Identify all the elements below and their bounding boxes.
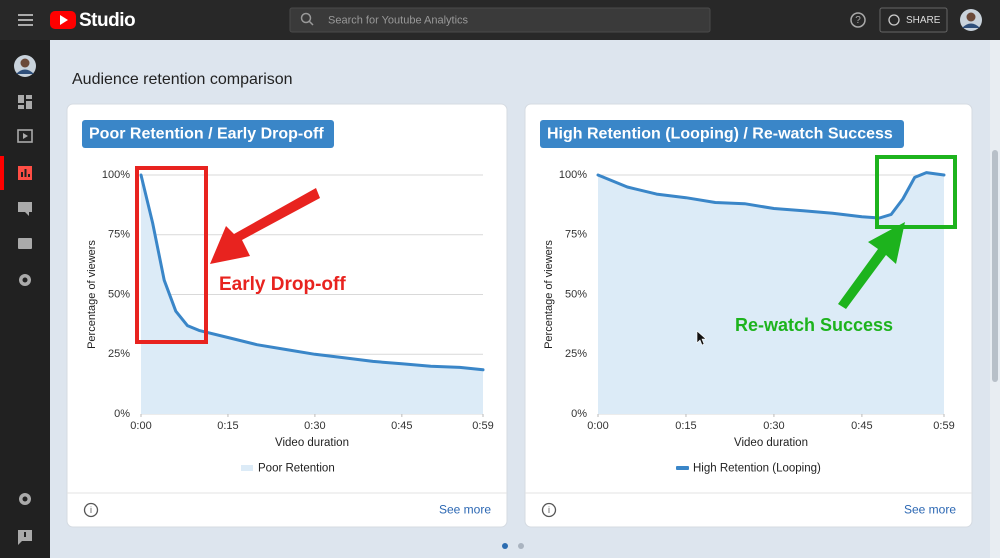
pagination-dot[interactable] — [518, 543, 524, 549]
settings-icon[interactable] — [19, 274, 31, 286]
x-tick-label: 0:00 — [130, 420, 151, 432]
content-icon[interactable] — [17, 129, 33, 143]
annotation-arrow — [838, 222, 905, 309]
area — [141, 175, 483, 414]
scrollbar-thumb[interactable] — [992, 150, 998, 382]
info-icon[interactable]: i — [83, 502, 99, 518]
analytics-icon[interactable] — [18, 166, 32, 180]
info-circle — [83, 502, 99, 518]
y-tick-label: 25% — [108, 348, 130, 360]
x-tick-label: 0:15 — [675, 420, 696, 432]
settings-bottom-icon[interactable] — [19, 493, 31, 505]
chart-title: High Retention (Looping) / Re-watch Succ… — [547, 126, 893, 143]
dashboard-icon[interactable] — [18, 95, 32, 109]
share-label: SHARE — [906, 15, 941, 26]
area — [598, 172, 944, 414]
y-tick-label: 0% — [114, 408, 130, 420]
see-more-link[interactable]: See more — [904, 503, 956, 517]
x-axis-label: Video duration — [275, 437, 349, 449]
y-tick-label: 50% — [565, 288, 587, 300]
annotation-text: Early Drop-off — [219, 274, 346, 295]
annotation-arrow — [210, 188, 320, 264]
x-tick-label: 0:15 — [217, 420, 238, 432]
legend-swatch — [676, 466, 689, 470]
see-more-link[interactable]: See more — [439, 503, 491, 517]
chart-card — [66, 103, 508, 528]
search-box[interactable]: Search for Youtube Analytics — [289, 7, 711, 33]
legend-swatch — [241, 465, 253, 471]
page-title: Audience retention comparison — [72, 71, 293, 88]
y-axis-label: Percentage of viewers — [86, 240, 98, 349]
account-avatar[interactable] — [960, 9, 982, 31]
line — [139, 173, 485, 372]
line — [596, 171, 946, 220]
y-tick-label: 0% — [571, 408, 587, 420]
y-axis-label: Percentage of viewers — [543, 240, 555, 349]
legend-label: High Retention (Looping) — [693, 463, 821, 475]
y-tick-label: 50% — [108, 288, 130, 300]
pagination-dot-active[interactable] — [502, 543, 508, 549]
info-glyph: i — [90, 505, 92, 515]
logo[interactable]: Studio — [50, 10, 136, 31]
chart-title: Poor Retention / Early Drop-off — [89, 126, 324, 143]
search-placeholder: Search for Youtube Analytics — [328, 14, 469, 26]
feedback-icon[interactable] — [18, 530, 32, 545]
logo-text: Studio — [79, 10, 135, 31]
x-tick-label: 0:30 — [304, 420, 325, 432]
y-tick-label: 100% — [102, 169, 130, 181]
info-circle — [541, 502, 557, 518]
channel-avatar[interactable] — [14, 55, 36, 77]
sidebar — [0, 40, 50, 558]
info-glyph: i — [548, 505, 550, 515]
info-icon[interactable]: i — [541, 502, 557, 518]
highlight-box — [875, 155, 957, 229]
x-tick-label: 0:45 — [851, 420, 872, 432]
annotation-text: Re-watch Success — [735, 315, 893, 335]
menu-icon[interactable] — [18, 14, 33, 26]
highlight-box — [135, 166, 208, 344]
x-tick-label: 0:45 — [391, 420, 412, 432]
active-indicator — [0, 156, 4, 190]
comments-icon[interactable] — [18, 202, 32, 216]
share-button[interactable]: SHARE — [879, 7, 948, 33]
x-axis-label: Video duration — [734, 437, 808, 449]
mouse-cursor — [696, 330, 707, 346]
x-tick-label: 0:59 — [933, 420, 954, 432]
subtitles-icon[interactable] — [18, 238, 32, 249]
y-tick-label: 100% — [559, 169, 587, 181]
x-tick-label: 0:00 — [587, 420, 608, 432]
help-icon[interactable]: ? — [850, 12, 866, 28]
x-tick-label: 0:59 — [472, 420, 493, 432]
title-badge — [82, 120, 334, 148]
y-tick-label: 75% — [108, 229, 130, 241]
y-tick-label: 25% — [565, 348, 587, 360]
svg-text:?: ? — [855, 15, 861, 26]
title-badge — [540, 120, 904, 148]
y-tick-label: 75% — [565, 229, 587, 241]
legend-label: Poor Retention — [258, 463, 335, 475]
x-tick-label: 0:30 — [763, 420, 784, 432]
